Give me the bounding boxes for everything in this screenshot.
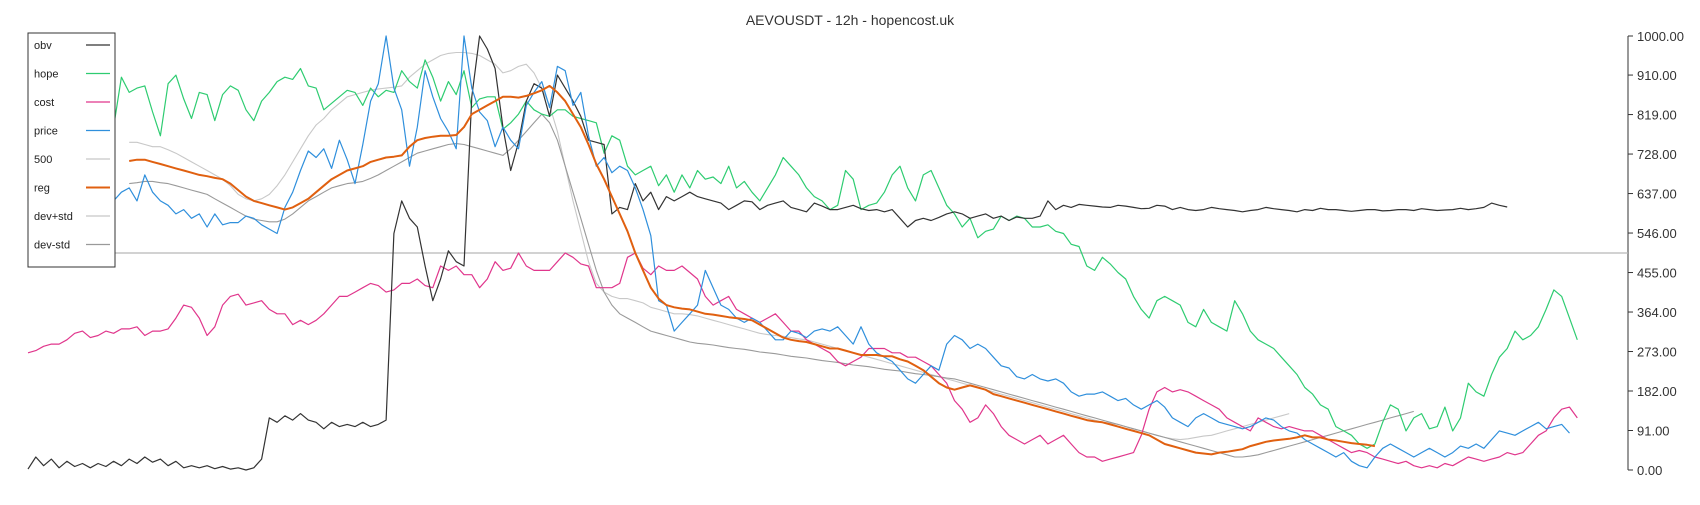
legend-label: 500 <box>34 154 52 166</box>
series-line-hope <box>27 54 1578 449</box>
y-tick-label: 637.00 <box>1637 187 1677 202</box>
series-obv <box>27 35 1508 471</box>
legend: obv hope cost price 500 reg dev+std dev-std <box>27 32 116 268</box>
series-line-obv <box>27 35 1508 471</box>
series-layer <box>27 35 1578 471</box>
legend-label: dev+std <box>34 211 73 223</box>
y-tick-label: 364.00 <box>1637 305 1677 320</box>
legend-label: obv <box>34 40 52 52</box>
y-tick-label: 455.00 <box>1637 266 1677 281</box>
series-dev-std <box>129 113 1414 458</box>
legend-label: reg <box>34 183 50 195</box>
chart-title: AEVOUSDT - 12h - hopencost.uk <box>746 12 955 28</box>
series-dev-std <box>129 51 1290 441</box>
y-tick-label: 728.00 <box>1637 147 1677 162</box>
y-tick-label: 819.00 <box>1637 108 1677 123</box>
series-line-dev-std <box>129 113 1414 458</box>
series-reg <box>129 84 1376 456</box>
y-tick-label: 910.00 <box>1637 68 1677 83</box>
legend-box <box>27 32 116 268</box>
y-tick-label: 1000.00 <box>1637 29 1684 44</box>
series-line-dev-std <box>129 51 1290 441</box>
y-tick-label: 273.00 <box>1637 345 1677 360</box>
y-tick-label: 546.00 <box>1637 226 1677 241</box>
series-cost <box>27 252 1578 469</box>
series-line-reg <box>129 84 1376 456</box>
y-axis: 1000.00 910.00 819.00 728.00 637.00 546.00 455… <box>1627 29 1684 478</box>
series-hope <box>27 54 1578 449</box>
series-line-cost <box>27 252 1578 469</box>
y-tick-label: 182.00 <box>1637 384 1677 399</box>
legend-label: price <box>34 126 58 138</box>
series-line-price <box>27 35 1570 469</box>
legend-label: hope <box>34 69 58 81</box>
y-tick-label: 0.00 <box>1637 463 1662 478</box>
legend-label: cost <box>34 97 54 109</box>
legend-label: dev-std <box>34 240 70 252</box>
series-price <box>27 35 1570 469</box>
y-tick-label: 91.00 <box>1637 424 1670 439</box>
